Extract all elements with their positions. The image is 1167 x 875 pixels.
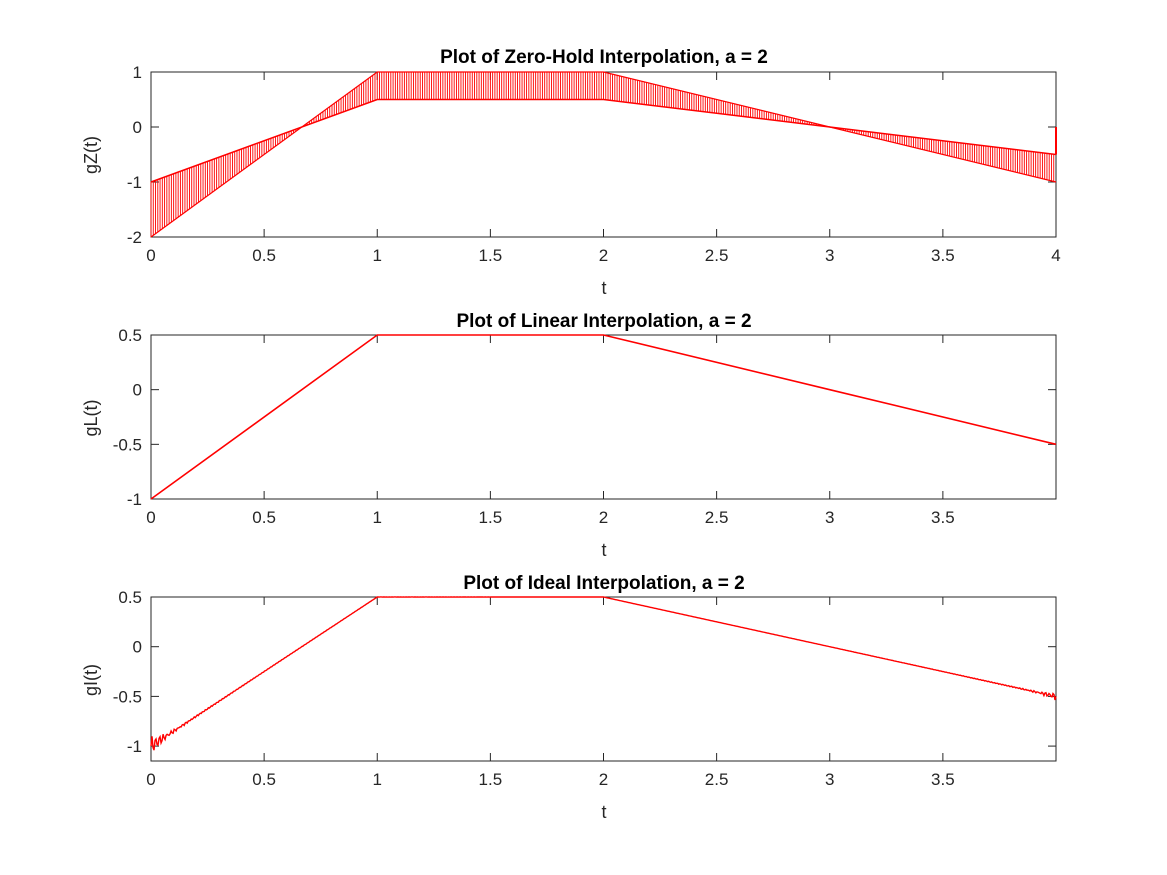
linear-title: Plot of Linear Interpolation, a = 2 [456, 311, 751, 332]
ideal-xtick-label: 0.5 [252, 770, 276, 789]
ideal-xtick-label: 2 [599, 770, 608, 789]
ideal-ylabel: gI(t) [81, 664, 101, 696]
linear-ylabel: gL(t) [81, 399, 101, 436]
linear-ytick-label: -0.5 [113, 435, 142, 454]
linear-axes-frame [150, 334, 1057, 500]
subplot-ideal: Plot of Ideal Interpolation, a = 2 t gI(… [81, 573, 1057, 822]
ideal-ytick-label: 0 [133, 638, 142, 657]
ideal-xtick-label: 0 [146, 770, 155, 789]
ideal-axes-frame [150, 596, 1057, 762]
zero-hold-xtick-label: 0.5 [252, 246, 276, 265]
zero-hold-xtick-label: 0 [146, 246, 155, 265]
zero-hold-xtick-label: 1 [373, 246, 382, 265]
linear-ytick-label: 0.5 [118, 326, 142, 345]
zero-hold-xtick-label: 3 [825, 246, 834, 265]
zero-hold-hold-samples [150, 72, 1055, 237]
linear-xtick-label: 1 [373, 508, 382, 527]
ideal-series-line [150, 596, 1057, 751]
ideal-xtick-label: 3.5 [931, 770, 955, 789]
zero-hold-xtick-label: 3.5 [931, 246, 955, 265]
linear-xtick-label: 3.5 [931, 508, 955, 527]
linear-xtick-label: 3 [825, 508, 834, 527]
linear-xtick-label: 2 [599, 508, 608, 527]
zero-hold-lower-envelope [150, 71, 1057, 238]
ideal-xtick-label: 3 [825, 770, 834, 789]
linear-xtick-label: 0.5 [252, 508, 276, 527]
linear-series-line [150, 334, 1057, 500]
zero-hold-xlabel: t [601, 278, 606, 298]
zero-hold-ytick-label: -1 [127, 173, 142, 192]
zero-hold-title: Plot of Zero-Hold Interpolation, a = 2 [440, 47, 768, 68]
ideal-xtick-label: 2.5 [705, 770, 729, 789]
zero-hold-xtick-label: 1.5 [479, 246, 503, 265]
ideal-xtick-label: 1.5 [479, 770, 503, 789]
zero-hold-ytick-label: -2 [127, 228, 142, 247]
ideal-xlabel: t [601, 802, 606, 822]
ideal-ytick-label: 0.5 [118, 588, 142, 607]
linear-xtick-label: 0 [146, 508, 155, 527]
linear-xtick-label: 1.5 [479, 508, 503, 527]
zero-hold-xtick-label: 2.5 [705, 246, 729, 265]
zero-hold-xtick-label: 4 [1051, 246, 1060, 265]
zero-hold-ytick-label: 1 [133, 63, 142, 82]
zero-hold-xtick-label: 2 [599, 246, 608, 265]
zero-hold-ytick-label: 0 [133, 118, 142, 137]
ideal-ytick-label: -1 [127, 737, 142, 756]
linear-xtick-label: 2.5 [705, 508, 729, 527]
ideal-title: Plot of Ideal Interpolation, a = 2 [463, 573, 744, 594]
ideal-xtick-label: 1 [373, 770, 382, 789]
linear-ytick-label: 0 [133, 381, 142, 400]
ideal-ytick-label: -0.5 [113, 687, 142, 706]
subplot-zero-hold: Plot of Zero-Hold Interpolation, a = 2 t… [81, 47, 1061, 298]
subplot-linear: Plot of Linear Interpolation, a = 2 t gL… [81, 311, 1057, 560]
zero-hold-ylabel: gZ(t) [81, 136, 101, 174]
linear-xlabel: t [601, 540, 606, 560]
linear-ytick-label: -1 [127, 490, 142, 509]
